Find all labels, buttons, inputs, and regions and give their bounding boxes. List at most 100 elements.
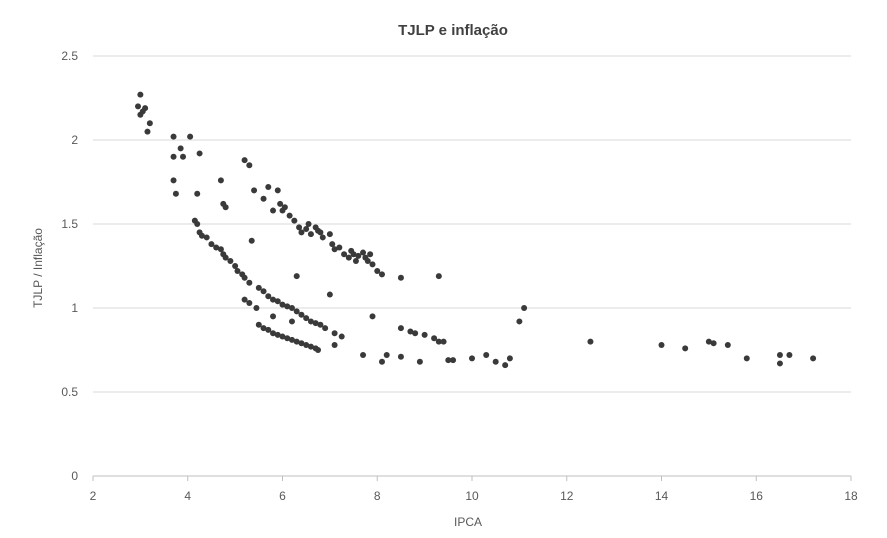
data-point [317, 321, 324, 328]
data-point [516, 318, 523, 325]
x-tick-label: 12 [560, 489, 574, 503]
data-point [315, 347, 322, 353]
data-point [248, 237, 255, 244]
data-point [492, 358, 499, 365]
data-points [135, 91, 817, 369]
data-point [682, 345, 689, 352]
data-point [305, 221, 312, 227]
data-point [220, 200, 227, 207]
data-point [397, 353, 404, 360]
data-point [194, 221, 201, 227]
data-point [298, 229, 305, 236]
data-point [270, 313, 277, 320]
data-point [232, 263, 239, 269]
data-point [246, 299, 253, 306]
data-point [307, 343, 314, 350]
data-point [265, 293, 272, 300]
data-point [326, 291, 333, 298]
data-point [416, 358, 423, 365]
data-point [234, 268, 241, 275]
data-point [255, 321, 262, 328]
data-point [435, 273, 442, 280]
data-point [255, 284, 262, 291]
data-point [450, 357, 457, 364]
data-point [296, 224, 303, 231]
x-tick-label: 2 [90, 489, 97, 503]
data-point [355, 252, 362, 259]
data-point [369, 313, 376, 320]
data-point [208, 241, 215, 248]
data-point [284, 303, 291, 310]
data-point [288, 318, 295, 325]
data-point [135, 103, 142, 110]
data-point [307, 231, 314, 238]
data-point [506, 355, 513, 362]
data-point [142, 105, 149, 112]
data-point [270, 207, 277, 214]
x-tick-label: 4 [184, 489, 191, 503]
data-point [810, 355, 817, 362]
data-point [445, 357, 452, 364]
data-point [317, 229, 324, 236]
data-point [137, 111, 144, 118]
data-point [431, 335, 438, 342]
data-point [705, 338, 712, 345]
data-point [331, 330, 338, 337]
data-point [227, 257, 234, 264]
axes: 0 0.5 1 1.5 2 2.5 2 4 6 8 10 12 14 16 18 [61, 49, 858, 503]
data-point [352, 257, 359, 264]
data-point [177, 145, 184, 152]
data-point [291, 217, 298, 224]
gridlines [93, 55, 851, 393]
data-point [367, 251, 374, 258]
data-point [407, 328, 414, 335]
data-point [170, 177, 177, 184]
data-point [217, 246, 224, 253]
data-point [412, 330, 419, 337]
data-point [222, 254, 229, 261]
data-point [440, 338, 447, 345]
data-point [303, 341, 310, 348]
data-point [364, 257, 371, 264]
data-point [198, 232, 205, 239]
data-point [213, 244, 220, 251]
data-point [307, 318, 314, 325]
data-point [170, 153, 177, 160]
data-point [326, 231, 333, 238]
data-point [521, 305, 528, 311]
data-point [241, 274, 248, 281]
data-point [241, 296, 248, 303]
data-point [336, 244, 343, 251]
data-point [710, 340, 717, 347]
x-tick-label: 14 [655, 489, 669, 503]
data-point [274, 298, 281, 305]
data-point [194, 190, 201, 197]
y-tick-label: 0.5 [61, 385, 78, 399]
data-point [137, 91, 144, 98]
data-point [369, 261, 376, 268]
data-point [293, 338, 300, 345]
data-point [776, 360, 783, 367]
data-point [331, 246, 338, 253]
x-axis-title: IPCA [454, 515, 482, 529]
data-point [303, 315, 310, 322]
data-point [322, 325, 329, 332]
data-point [383, 352, 390, 359]
data-point [469, 355, 475, 362]
data-point [265, 326, 272, 333]
data-point [170, 133, 177, 140]
data-point [180, 153, 187, 160]
data-point [319, 234, 326, 241]
data-point [786, 352, 793, 359]
data-point [293, 308, 300, 315]
data-point [329, 241, 336, 248]
data-point [378, 271, 385, 278]
data-point [331, 341, 338, 348]
data-point [281, 204, 288, 211]
data-point [298, 311, 305, 318]
data-point [172, 190, 179, 197]
y-tick-label: 0 [71, 469, 78, 483]
data-point [378, 358, 385, 365]
x-tick-label: 6 [279, 489, 286, 503]
